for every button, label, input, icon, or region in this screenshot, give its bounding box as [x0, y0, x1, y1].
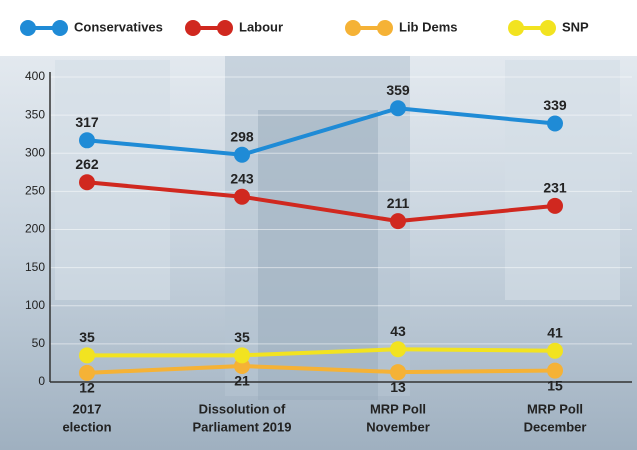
- legend-marker: [20, 20, 36, 36]
- legend-marker: [345, 20, 361, 36]
- data-label: 35: [234, 329, 250, 345]
- y-tick-label: 350: [25, 107, 45, 121]
- point: [234, 347, 250, 364]
- point: [79, 174, 95, 191]
- data-label: 262: [75, 156, 99, 172]
- legend-label: SNP: [562, 19, 589, 34]
- legend-marker: [217, 20, 233, 36]
- data-label: 211: [387, 195, 410, 211]
- point: [547, 115, 563, 132]
- y-tick-label: 300: [25, 145, 45, 159]
- legend-label: Labour: [239, 19, 283, 34]
- x-tick-label: 2017: [73, 401, 102, 416]
- legend-label: Conservatives: [74, 19, 163, 34]
- y-tick-label: 400: [25, 69, 45, 83]
- data-label: 12: [79, 380, 95, 396]
- point: [390, 341, 406, 358]
- legend-marker: [377, 20, 393, 36]
- legend-marker: [540, 20, 556, 36]
- window: [55, 60, 170, 300]
- legend-marker: [508, 20, 524, 36]
- point: [234, 146, 250, 163]
- legend-marker: [185, 20, 201, 36]
- data-label: 43: [390, 323, 406, 339]
- data-label: 231: [543, 180, 567, 196]
- x-tick-label: November: [366, 419, 430, 434]
- point: [79, 132, 95, 149]
- data-label: 35: [79, 329, 95, 345]
- x-tick-label: December: [524, 419, 587, 434]
- point: [234, 188, 250, 205]
- data-label: 298: [230, 128, 254, 144]
- point: [547, 197, 563, 214]
- series-line: [86, 363, 556, 375]
- data-label: 41: [547, 324, 563, 340]
- x-tick-label: Dissolution of: [199, 401, 286, 416]
- x-tick-label: MRP Poll: [370, 401, 426, 416]
- series-line: [86, 106, 556, 157]
- point: [79, 347, 95, 364]
- y-tick-label: 100: [25, 298, 45, 312]
- point: [79, 364, 95, 381]
- x-tick-label: MRP Poll: [527, 401, 583, 416]
- series-line: [87, 347, 556, 358]
- point: [390, 100, 406, 117]
- window: [505, 60, 620, 300]
- legend-marker: [52, 20, 68, 36]
- data-label: 317: [75, 114, 99, 130]
- point: [390, 213, 406, 230]
- data-label: 21: [234, 373, 250, 389]
- data-label: 359: [386, 82, 410, 98]
- data-label: 13: [390, 379, 406, 395]
- point: [547, 342, 563, 359]
- series-line: [86, 180, 556, 224]
- data-label: 243: [230, 170, 254, 186]
- y-tick-label: 50: [32, 336, 46, 350]
- data-label: 339: [543, 97, 567, 113]
- y-tick-label: 250: [25, 184, 45, 198]
- point: [547, 362, 563, 379]
- data-label: 15: [547, 377, 563, 393]
- point: [390, 364, 406, 381]
- x-tick-label: election: [62, 419, 111, 434]
- y-tick-label: 200: [25, 222, 45, 236]
- y-tick-label: 0: [38, 374, 45, 388]
- legend-label: Lib Dems: [399, 19, 458, 34]
- x-tick-label: Parliament 2019: [192, 419, 291, 434]
- y-tick-label: 150: [25, 260, 45, 274]
